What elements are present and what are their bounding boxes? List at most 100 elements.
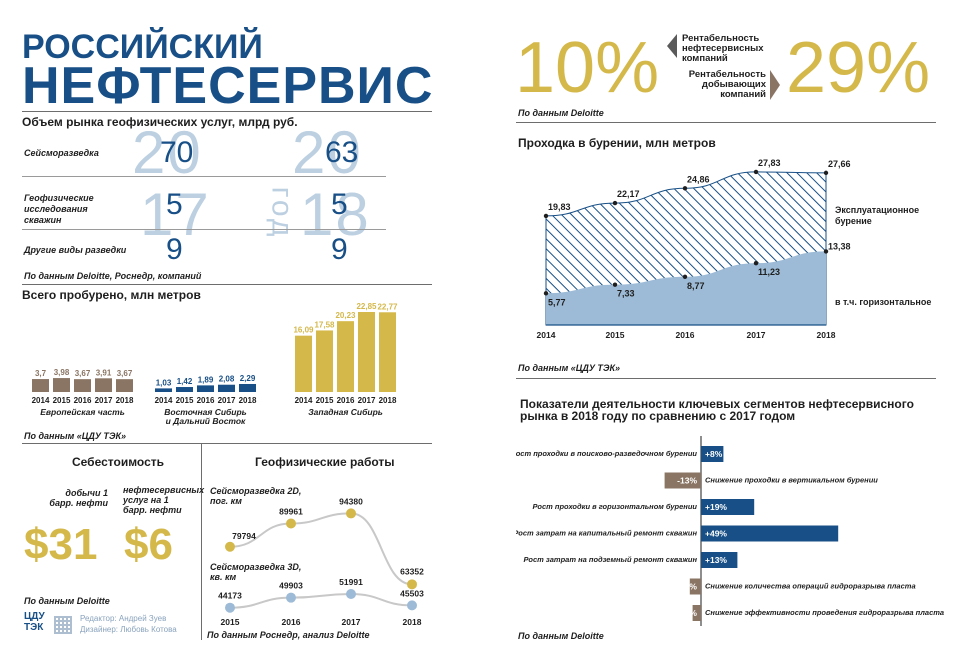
segments-category-label: Снижение эффективности проведения гидрор… xyxy=(705,608,944,617)
segments-bar xyxy=(689,578,701,595)
segments-category-label: Рост проходки в горизонтальном бурении xyxy=(532,502,697,511)
geophys-3d-label: Сейсморазведка 3D, кв. км xyxy=(210,562,302,582)
vertical-divider xyxy=(201,444,202,640)
penetration-source: По данным «ЦДУ ТЭК» xyxy=(518,363,621,373)
title-line-2: НЕФТЕСЕРВИС xyxy=(22,57,434,115)
drilled-bar-value: 16,09 xyxy=(293,326,314,335)
penetration-horizontal-value: 5,77 xyxy=(548,297,566,307)
drilled-year-label: 2014 xyxy=(155,396,173,405)
penetration-total-value: 27,66 xyxy=(828,159,851,169)
drilled-group-label: Западная Сибирь xyxy=(308,407,383,417)
drilled-year-label: 2017 xyxy=(218,396,236,405)
geo-value-2018: 5 xyxy=(331,188,348,221)
drilled-bar xyxy=(155,388,172,392)
drilled-bar-value: 3,7 xyxy=(35,369,47,378)
drilled-year-label: 2018 xyxy=(379,396,397,405)
geophys-value-label: 49903 xyxy=(279,581,303,591)
drilled-bar-value: 3,98 xyxy=(54,368,70,377)
geo-market-source: По данным Deloitte, Роснедр, компаний xyxy=(24,271,202,281)
geo-market-heading: Объем рынка геофизических услуг, млрд ру… xyxy=(22,115,298,129)
logo-grid-icon xyxy=(54,616,72,634)
profitability-service-value: 10% xyxy=(515,28,660,108)
penetration-horizontal-point xyxy=(753,261,759,266)
segments-bar-value: -13% xyxy=(677,476,697,486)
geophys-year-label: 2015 xyxy=(221,617,240,627)
geophys-series-line xyxy=(229,593,413,609)
geophys-value-label: 51991 xyxy=(339,577,363,587)
drilled-bar xyxy=(358,312,375,392)
drilled-bar-value: 2,08 xyxy=(219,375,235,384)
penetration-total-value: 19,83 xyxy=(548,202,571,212)
profitability-production-value: 29% xyxy=(786,28,931,108)
drilled-bar-value: 17,58 xyxy=(314,320,335,329)
penetration-total-value: 27,83 xyxy=(758,158,781,168)
segments-bar xyxy=(701,446,724,462)
drilled-year-label: 2016 xyxy=(197,396,215,405)
penetration-area-chart: 19,83 22,17 24,86 27,83 27,66 5,77 7,33 8,77 11,… xyxy=(537,158,851,340)
geophys-2d-label: Сейсморазведка 2D, пог. км xyxy=(210,486,302,506)
penetration-horizontal-point xyxy=(682,274,688,279)
segments-bar-value: +8% xyxy=(705,449,723,459)
geo-row-label: Сейсморазведка xyxy=(24,148,99,158)
drilled-year-label: 2014 xyxy=(32,396,50,405)
cost-label-production: добычи 1 барр. нефти xyxy=(49,488,108,508)
profitability-service-label: Рентабельность нефтесервисных компаний xyxy=(682,33,764,64)
geo-row-label: Другие виды разведки xyxy=(24,245,127,255)
penetration-horizontal-value: 13,38 xyxy=(828,241,851,251)
ghost-year-2017-bottom: 17 xyxy=(140,181,211,248)
cost-source: По данным Deloitte xyxy=(24,596,110,606)
penetration-year-label: 2018 xyxy=(817,330,836,340)
geophys-value-label: 63352 xyxy=(400,566,424,576)
penetration-total-value: 24,86 xyxy=(687,174,710,184)
drilled-source: По данным «ЦДУ ТЭК» xyxy=(24,431,127,441)
drilled-group-label: Восточная Сибирь xyxy=(164,407,246,417)
drilled-bar-value: 3,67 xyxy=(75,369,91,378)
segments-bar xyxy=(701,525,839,542)
penetration-total-value: 22,17 xyxy=(617,189,640,199)
drilled-group-label: и Дальний Восток xyxy=(166,416,246,426)
segments-category-label: Рост проходки в поисково-разведочном бур… xyxy=(516,449,697,458)
ghost-year-2018-bottom: 18 xyxy=(300,181,371,248)
penetration-horizontal-point xyxy=(823,249,829,254)
divider xyxy=(22,443,432,444)
penetration-horizontal-value: 11,23 xyxy=(758,267,780,277)
geophys-value-label: 94380 xyxy=(339,496,363,506)
divider xyxy=(22,284,432,285)
drilled-year-label: 2015 xyxy=(176,396,194,405)
profitability-source: По данным Deloitte xyxy=(518,108,604,118)
divider xyxy=(516,122,936,123)
segments-bar xyxy=(701,552,738,568)
segments-bar-value: -4% xyxy=(682,582,698,592)
geo-value-2017: 70 xyxy=(160,136,194,169)
drilled-bar xyxy=(316,330,333,392)
geophys-series-line xyxy=(229,512,413,586)
profitability-production-label: Рентабельность добывающих компаний xyxy=(688,69,766,100)
drilled-year-label: 2018 xyxy=(239,396,257,405)
drilled-year-label: 2016 xyxy=(337,396,355,405)
divider xyxy=(22,111,432,112)
drilled-bar xyxy=(116,379,133,392)
editor-credit: Редактор: Андрей Зуев xyxy=(80,614,167,623)
segments-bar-value: -3% xyxy=(682,608,698,618)
segments-bar-value: +13% xyxy=(705,555,727,565)
geophys-point xyxy=(225,602,235,613)
divider xyxy=(516,378,936,379)
drilled-bar-value: 22,77 xyxy=(377,302,398,311)
geo-value-2017: 9 xyxy=(166,233,183,266)
penetration-horizontal-point xyxy=(612,282,618,287)
penetration-horizontal-point xyxy=(543,291,549,296)
ghost-year-2018-top: 20 xyxy=(292,119,363,186)
penetration-total-point xyxy=(682,186,688,191)
penetration-horizontal-value: 7,33 xyxy=(617,289,635,299)
geophys-year-label: 2018 xyxy=(403,617,422,627)
drilled-heading: Всего пробурено, млн метров xyxy=(22,288,201,302)
drilled-bar-value: 3,67 xyxy=(117,369,133,378)
cdu-tek-logo: ЦДУ ТЭК xyxy=(24,612,76,640)
cost-value-service: $6 xyxy=(124,520,173,569)
geophys-value-label: 44173 xyxy=(218,591,242,601)
arrow-left-icon xyxy=(667,34,677,58)
geophys-point xyxy=(225,541,235,552)
drilled-bar xyxy=(95,378,112,392)
geophys-source: По данным Роснедр, анализ Deloitte xyxy=(207,630,370,640)
drilled-year-label: 2018 xyxy=(116,396,134,405)
